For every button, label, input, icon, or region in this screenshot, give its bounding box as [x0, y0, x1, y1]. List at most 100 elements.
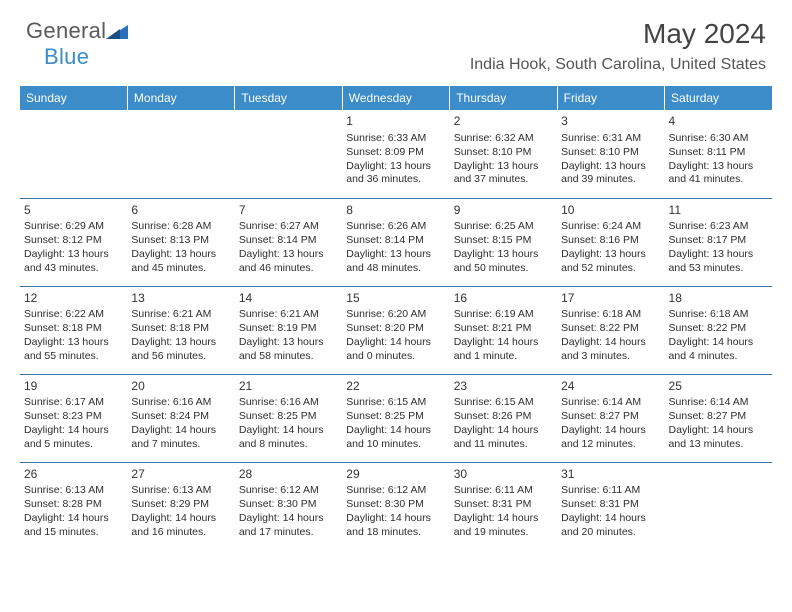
day-info-line: Sunrise: 6:25 AM [454, 220, 553, 234]
day-header: Friday [557, 86, 664, 110]
day-number: 24 [561, 379, 660, 395]
day-info-line: Sunrise: 6:18 AM [561, 308, 660, 322]
day-number: 6 [131, 203, 230, 219]
day-info-line: Daylight: 14 hours [346, 424, 445, 438]
calendar-row: 5Sunrise: 6:29 AMSunset: 8:12 PMDaylight… [20, 198, 772, 286]
calendar-cell: 8Sunrise: 6:26 AMSunset: 8:14 PMDaylight… [342, 198, 449, 286]
day-info-line: Sunset: 8:18 PM [131, 322, 230, 336]
day-info-line: and 48 minutes. [346, 262, 445, 276]
day-info-line: Daylight: 14 hours [454, 512, 553, 526]
calendar-cell: 13Sunrise: 6:21 AMSunset: 8:18 PMDayligh… [127, 286, 234, 374]
day-info-line: Sunrise: 6:18 AM [669, 308, 768, 322]
logo-part1: General [26, 18, 106, 44]
day-info-line: Sunrise: 6:33 AM [346, 132, 445, 146]
day-info-line: Sunset: 8:19 PM [239, 322, 338, 336]
day-info-line: and 4 minutes. [669, 350, 768, 364]
calendar-cell: 6Sunrise: 6:28 AMSunset: 8:13 PMDaylight… [127, 198, 234, 286]
day-info-line: and 39 minutes. [561, 173, 660, 187]
day-info-line: Sunrise: 6:29 AM [24, 220, 123, 234]
day-info-line: and 0 minutes. [346, 350, 445, 364]
day-info-line: Daylight: 14 hours [454, 424, 553, 438]
calendar-cell: 19Sunrise: 6:17 AMSunset: 8:23 PMDayligh… [20, 374, 127, 462]
day-info-line: Sunset: 8:12 PM [24, 234, 123, 248]
day-info-line: and 55 minutes. [24, 350, 123, 364]
day-info-line: Sunset: 8:23 PM [24, 410, 123, 424]
calendar-table: SundayMondayTuesdayWednesdayThursdayFrid… [20, 86, 772, 550]
day-info-line: Daylight: 13 hours [346, 160, 445, 174]
day-number: 31 [561, 467, 660, 483]
day-info-line: Sunrise: 6:11 AM [454, 484, 553, 498]
day-info-line: Sunset: 8:17 PM [669, 234, 768, 248]
day-info-line: Sunrise: 6:22 AM [24, 308, 123, 322]
day-info-line: Sunset: 8:11 PM [669, 146, 768, 160]
title-block: May 2024 India Hook, South Carolina, Uni… [470, 18, 766, 74]
calendar-cell: 1Sunrise: 6:33 AMSunset: 8:09 PMDaylight… [342, 110, 449, 198]
header: General Blue May 2024 India Hook, South … [0, 0, 792, 76]
calendar-cell: 16Sunrise: 6:19 AMSunset: 8:21 PMDayligh… [450, 286, 557, 374]
day-info-line: Daylight: 13 hours [24, 336, 123, 350]
day-info-line: and 50 minutes. [454, 262, 553, 276]
day-info-line: Daylight: 13 hours [346, 248, 445, 262]
day-info-line: Daylight: 13 hours [131, 336, 230, 350]
day-info-line: Daylight: 14 hours [239, 512, 338, 526]
day-info-line: Sunset: 8:10 PM [454, 146, 553, 160]
day-info-line: Sunrise: 6:15 AM [346, 396, 445, 410]
calendar-cell: 14Sunrise: 6:21 AMSunset: 8:19 PMDayligh… [235, 286, 342, 374]
day-info-line: and 53 minutes. [669, 262, 768, 276]
day-info-line: and 7 minutes. [131, 438, 230, 452]
day-header: Wednesday [342, 86, 449, 110]
day-info-line: Sunrise: 6:26 AM [346, 220, 445, 234]
day-info-line: Sunset: 8:25 PM [346, 410, 445, 424]
calendar-cell: 12Sunrise: 6:22 AMSunset: 8:18 PMDayligh… [20, 286, 127, 374]
day-info-line: Sunset: 8:16 PM [561, 234, 660, 248]
day-info-line: Sunrise: 6:13 AM [24, 484, 123, 498]
day-number: 27 [131, 467, 230, 483]
day-number: 17 [561, 291, 660, 307]
day-info-line: Daylight: 14 hours [454, 336, 553, 350]
calendar-cell: 23Sunrise: 6:15 AMSunset: 8:26 PMDayligh… [450, 374, 557, 462]
day-info-line: Sunset: 8:30 PM [346, 498, 445, 512]
day-info-line: Sunrise: 6:19 AM [454, 308, 553, 322]
day-info-line: Sunset: 8:21 PM [454, 322, 553, 336]
day-info-line: Sunset: 8:10 PM [561, 146, 660, 160]
day-number: 7 [239, 203, 338, 219]
day-info-line: Sunrise: 6:24 AM [561, 220, 660, 234]
day-info-line: Sunrise: 6:12 AM [346, 484, 445, 498]
logo-part2: Blue [44, 44, 89, 70]
calendar-cell: 10Sunrise: 6:24 AMSunset: 8:16 PMDayligh… [557, 198, 664, 286]
day-info-line: Sunset: 8:24 PM [131, 410, 230, 424]
day-header: Sunday [20, 86, 127, 110]
calendar-cell: 27Sunrise: 6:13 AMSunset: 8:29 PMDayligh… [127, 462, 234, 550]
day-number: 15 [346, 291, 445, 307]
day-info-line: Daylight: 14 hours [24, 512, 123, 526]
day-number: 20 [131, 379, 230, 395]
day-info-line: Sunset: 8:13 PM [131, 234, 230, 248]
calendar-cell: 9Sunrise: 6:25 AMSunset: 8:15 PMDaylight… [450, 198, 557, 286]
day-info-line: Daylight: 14 hours [131, 424, 230, 438]
day-info-line: Sunset: 8:27 PM [561, 410, 660, 424]
day-info-line: and 20 minutes. [561, 526, 660, 540]
day-number: 23 [454, 379, 553, 395]
day-info-line: Daylight: 13 hours [239, 336, 338, 350]
day-number: 4 [669, 114, 768, 130]
day-info-line: and 10 minutes. [346, 438, 445, 452]
day-info-line: Sunset: 8:26 PM [454, 410, 553, 424]
day-header: Tuesday [235, 86, 342, 110]
day-info-line: Daylight: 13 hours [669, 160, 768, 174]
day-info-line: Daylight: 13 hours [24, 248, 123, 262]
calendar-cell: 25Sunrise: 6:14 AMSunset: 8:27 PMDayligh… [665, 374, 772, 462]
calendar-body: 1Sunrise: 6:33 AMSunset: 8:09 PMDaylight… [20, 110, 772, 550]
day-info-line: and 58 minutes. [239, 350, 338, 364]
day-number: 29 [346, 467, 445, 483]
calendar-cell: 3Sunrise: 6:31 AMSunset: 8:10 PMDaylight… [557, 110, 664, 198]
day-info-line: and 1 minute. [454, 350, 553, 364]
day-info-line: and 15 minutes. [24, 526, 123, 540]
day-info-line: Sunrise: 6:17 AM [24, 396, 123, 410]
day-info-line: Daylight: 14 hours [346, 336, 445, 350]
day-info-line: Sunrise: 6:31 AM [561, 132, 660, 146]
calendar-cell-empty [20, 110, 127, 198]
calendar-head: SundayMondayTuesdayWednesdayThursdayFrid… [20, 86, 772, 110]
day-info-line: Sunset: 8:30 PM [239, 498, 338, 512]
day-header: Saturday [665, 86, 772, 110]
day-info-line: and 17 minutes. [239, 526, 338, 540]
